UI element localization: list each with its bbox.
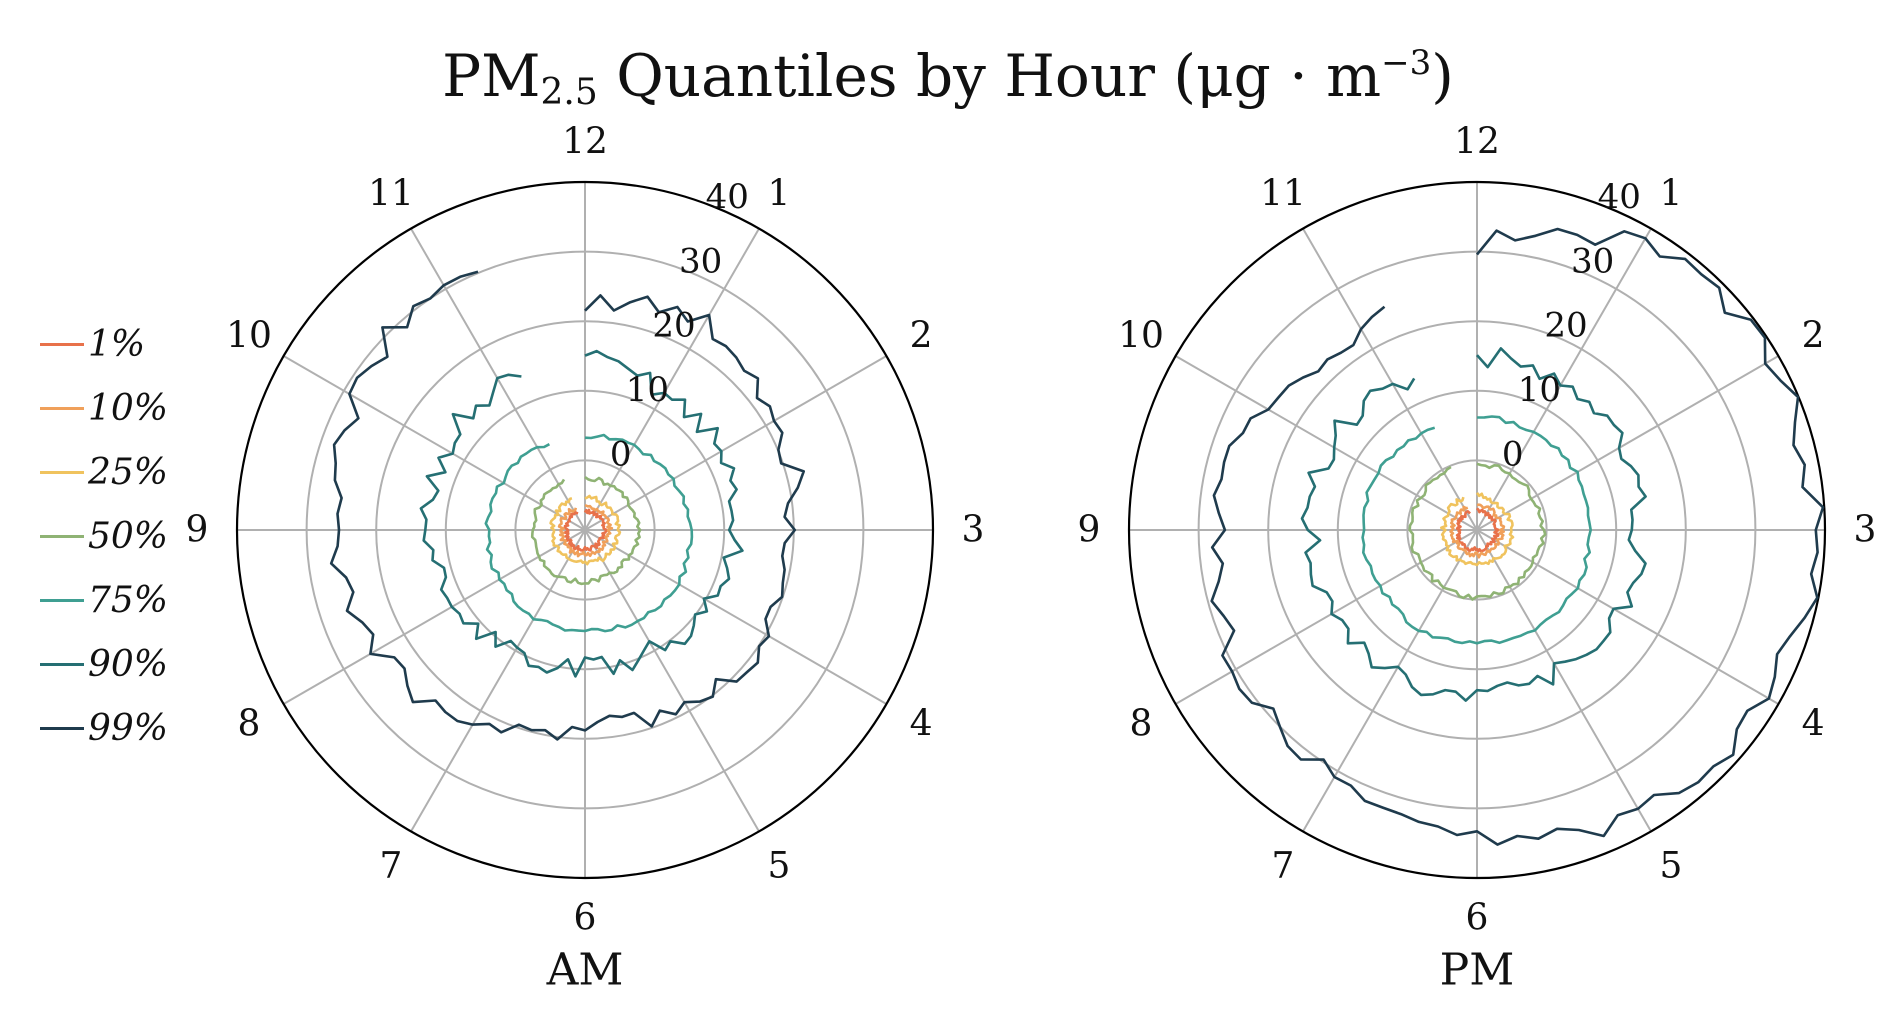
angular-gridline [1302, 228, 1478, 531]
legend-item: 99% [40, 696, 168, 760]
hour-tick-label: 1 [768, 173, 791, 214]
angular-gridline [1476, 529, 1779, 705]
legend-swatch [40, 406, 84, 410]
subplot-label: AM [546, 945, 624, 996]
hour-tick-label: 8 [1130, 704, 1153, 745]
hour-tick-label: 6 [574, 898, 597, 939]
angular-gridline [584, 228, 760, 531]
legend-item: 90% [40, 632, 168, 696]
hour-tick-label: 5 [768, 846, 791, 887]
hour-tick-label: 11 [1260, 173, 1306, 214]
legend-label: 25% [88, 451, 169, 493]
hour-tick-label: 4 [910, 704, 933, 745]
angular-gridline [1476, 228, 1652, 531]
hour-tick-label: 7 [1272, 846, 1295, 887]
hour-tick-label: 11 [368, 173, 414, 214]
hour-tick-label: 3 [1854, 510, 1877, 551]
legend-item: 75% [40, 568, 168, 632]
hour-tick-label: 5 [1660, 846, 1683, 887]
hour-tick-label: 3 [962, 510, 985, 551]
legend-swatch [40, 534, 84, 538]
series-line [1449, 503, 1506, 559]
title-rest: Quantiles by Hour (μg · m [597, 42, 1382, 110]
hour-tick-label: 8 [238, 704, 261, 745]
polar-frame [1127, 180, 1827, 880]
radial-tick-label: 0 [610, 434, 632, 474]
angular-gridline [1476, 355, 1779, 531]
angular-gridline [1175, 355, 1478, 531]
hour-tick-label: 12 [562, 122, 608, 163]
legend-swatch [40, 342, 84, 346]
angular-gridline [1302, 529, 1478, 832]
series-line [1440, 492, 1515, 567]
legend-item: 25% [40, 440, 168, 504]
legend-item: 1% [40, 312, 168, 376]
hour-tick-label: 4 [1802, 704, 1825, 745]
radial-tick-label: 40 [1598, 177, 1641, 217]
series-line [530, 476, 642, 586]
hour-tick-label: 12 [1454, 122, 1500, 163]
title-superscript: −3 [1381, 43, 1432, 83]
series-line [1455, 507, 1500, 553]
hour-tick-label: 9 [1078, 510, 1101, 551]
legend-swatch [40, 726, 84, 730]
radial-tick-label: 30 [679, 241, 722, 281]
series-line [1408, 462, 1547, 601]
series-line [484, 433, 694, 633]
legend-swatch [40, 470, 84, 474]
legend-swatch [40, 598, 84, 602]
radial-tick-label: 10 [1518, 370, 1561, 410]
legend-item: 50% [40, 504, 168, 568]
legend-item: 10% [40, 376, 168, 440]
series-line [563, 508, 609, 552]
chart-title: PM2.5 Quantiles by Hour (μg · m−3) [0, 28, 1896, 128]
radial-tick-label: 30 [1571, 241, 1614, 281]
polar-frame [235, 180, 935, 880]
legend: 1% 10% 25% 50% 75% 90% 99% [40, 312, 168, 760]
series-line [419, 349, 744, 678]
legend-label: 1% [88, 323, 146, 365]
legend-label: 99% [88, 707, 169, 749]
hour-tick-label: 2 [910, 316, 933, 357]
subplot-label: PM [1440, 945, 1515, 996]
legend-label: 75% [88, 579, 169, 621]
legend-label: 50% [88, 515, 169, 557]
hour-tick-label: 7 [380, 846, 403, 887]
angular-gridline [410, 529, 586, 832]
series-line [1210, 227, 1825, 846]
title-close: ) [1431, 42, 1454, 110]
radial-tick-label: 20 [652, 306, 695, 346]
angular-gridline [283, 355, 586, 531]
hour-tick-label: 9 [186, 510, 209, 551]
legend-swatch [40, 662, 84, 666]
series-line [549, 494, 622, 566]
series-line [1361, 415, 1592, 645]
legend-label: 90% [88, 643, 169, 685]
radial-tick-label: 40 [706, 177, 749, 217]
series-line [557, 503, 614, 558]
legend-label: 10% [88, 387, 169, 429]
series-line [329, 270, 806, 741]
title-subscript: 2.5 [540, 72, 598, 113]
angular-gridline [283, 529, 586, 705]
series-line [1300, 347, 1647, 702]
hour-tick-label: 2 [1802, 316, 1825, 357]
radial-tick-label: 20 [1544, 306, 1587, 346]
angular-gridline [584, 529, 760, 832]
angular-gridline [584, 529, 887, 705]
hour-tick-label: 6 [1466, 898, 1489, 939]
hour-tick-label: 10 [1118, 316, 1164, 357]
angular-gridline [584, 355, 887, 531]
radial-tick-label: 10 [626, 370, 669, 410]
hour-tick-label: 1 [1660, 173, 1683, 214]
title-main: PM [442, 42, 541, 110]
radial-tick-label: 0 [1502, 434, 1524, 474]
angular-gridline [1476, 529, 1652, 832]
angular-gridline [1175, 529, 1478, 705]
hour-tick-label: 10 [226, 316, 272, 357]
